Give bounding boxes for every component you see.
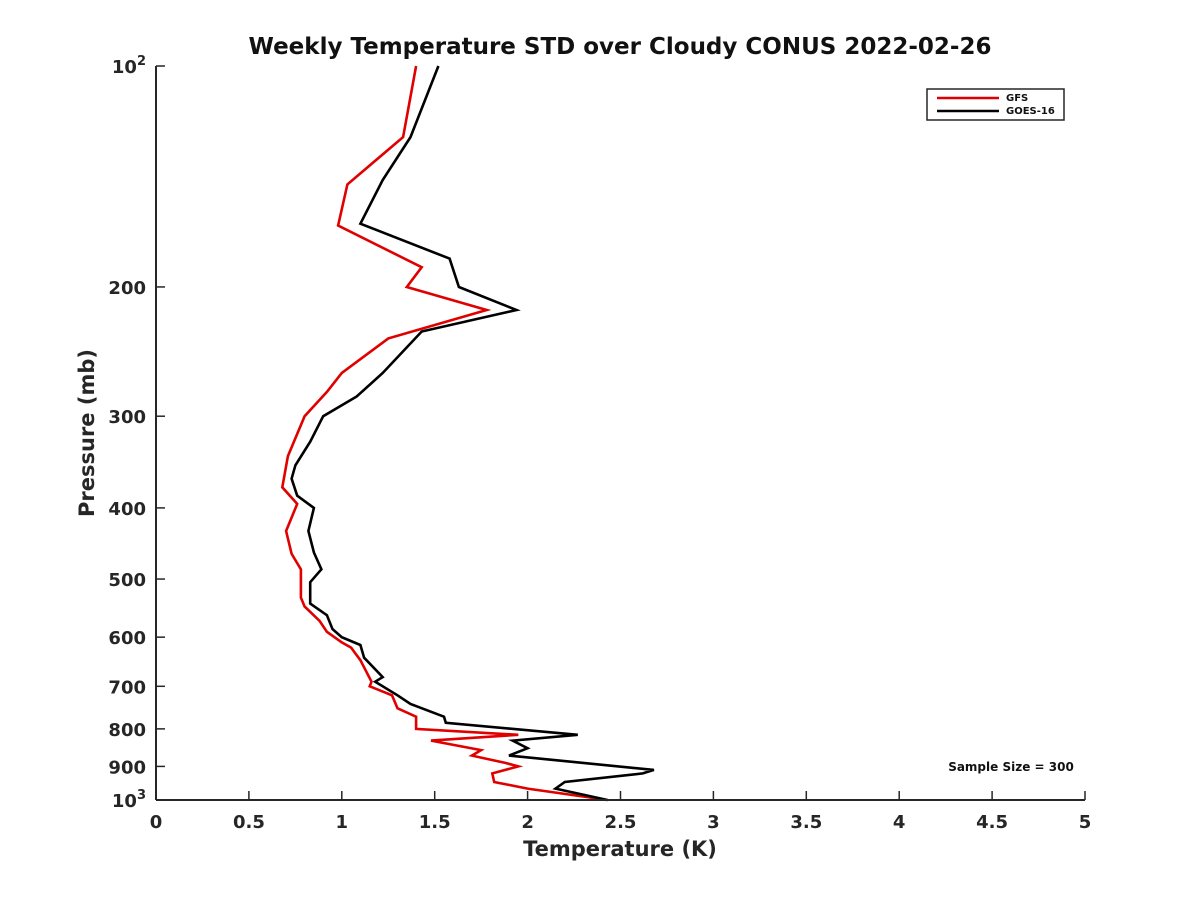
- legend-box: [926, 88, 1065, 121]
- y-tick-label: 300: [108, 407, 146, 428]
- sample-size-annotation: Sample Size = 300: [948, 760, 1074, 774]
- y-tick-label: 900: [108, 757, 146, 778]
- x-axis-label: Temperature (K): [523, 837, 717, 861]
- y-tick-label: 800: [108, 720, 146, 741]
- y-ticks: 102 200 300 400 500 600 700 800 900 103: [108, 54, 165, 812]
- x-tick-label: 4: [893, 812, 906, 833]
- series-line-gfs: [280, 65, 608, 802]
- x-tick-label: 0.5: [233, 812, 265, 833]
- y-tick-label: 200: [108, 278, 146, 299]
- x-tick-label: 2: [521, 812, 534, 833]
- series-layer: [280, 65, 655, 802]
- y-tick-label: 400: [108, 499, 146, 520]
- x-ticks: 0 0.5 1 1.5 2 2.5 3 3.5 4 4.5 5: [150, 791, 1092, 833]
- y-tick-label: 500: [108, 570, 146, 591]
- legend-goes16-label: GOES-16: [1006, 106, 1055, 117]
- y-tick-label: 103: [112, 788, 146, 812]
- x-tick-label: 3: [707, 812, 720, 833]
- x-tick-label: 3.5: [790, 812, 822, 833]
- legend-gfs-label: GFS: [1006, 93, 1028, 104]
- y-tick-label: 102: [112, 54, 146, 78]
- x-tick-label: 1: [336, 812, 349, 833]
- series-line-goes16: [290, 65, 655, 802]
- legend: GFS GOES-16: [926, 88, 1065, 121]
- chart-title: Weekly Temperature STD over Cloudy CONUS…: [249, 34, 992, 60]
- y-tick-label: 600: [108, 628, 146, 649]
- x-tick-label: 5: [1079, 812, 1092, 833]
- x-tick-label: 1.5: [419, 812, 451, 833]
- x-tick-label: 2.5: [605, 812, 637, 833]
- y-tick-label: 700: [108, 677, 146, 698]
- x-tick-label: 4.5: [976, 812, 1008, 833]
- y-axis-label: Pressure (mb): [75, 349, 99, 517]
- x-tick-label: 0: [150, 812, 163, 833]
- axes: [155, 66, 1085, 801]
